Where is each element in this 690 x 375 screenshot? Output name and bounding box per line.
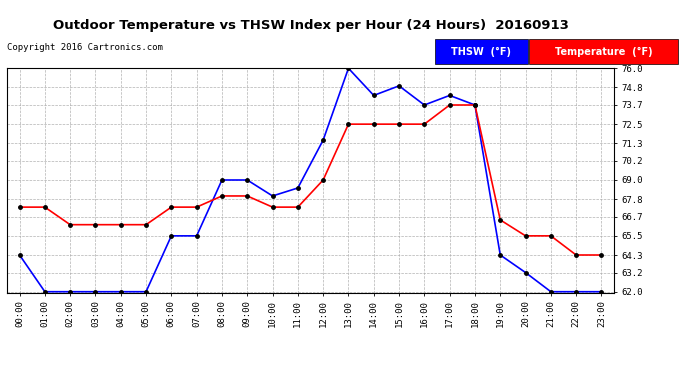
Text: Outdoor Temperature vs THSW Index per Hour (24 Hours)  20160913: Outdoor Temperature vs THSW Index per Ho… <box>52 19 569 32</box>
Text: THSW  (°F): THSW (°F) <box>451 46 511 57</box>
Text: Temperature  (°F): Temperature (°F) <box>555 46 652 57</box>
Text: Copyright 2016 Cartronics.com: Copyright 2016 Cartronics.com <box>7 43 163 52</box>
